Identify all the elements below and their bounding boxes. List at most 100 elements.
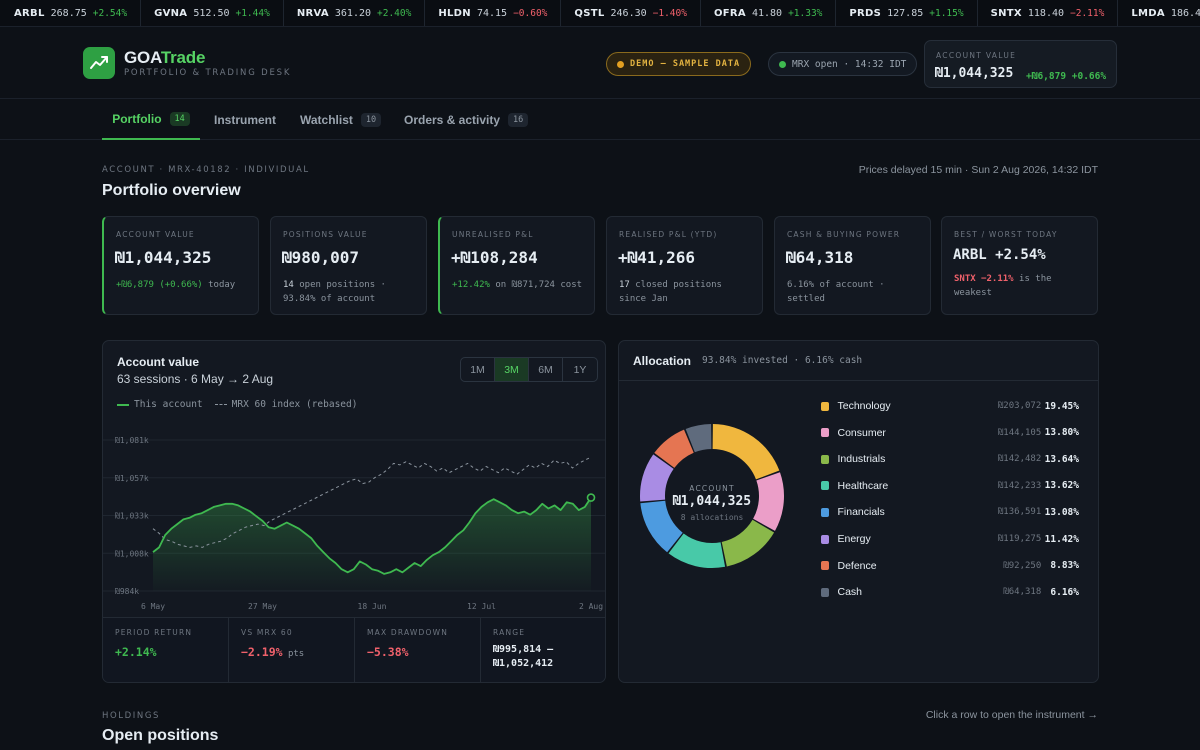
period-stats: PERIOD RETURN +2.14% VS MRX 60 −2.19% pt… (103, 617, 605, 682)
card-positions-value: POSITIONS VALUE ₪980,007 14 open positio… (270, 216, 427, 315)
allocation-title: Allocation (633, 354, 692, 368)
donut-slice-healthcare[interactable] (668, 533, 726, 568)
account-value-amount: ₪1,044,325 (935, 66, 1014, 81)
ticker-item[interactable]: QSTL 246.30 −1.40% (561, 0, 701, 26)
stat-range: RANGE ₪995,814 — ₪1,052,412 (493, 628, 554, 669)
allocation-percent: 13.62% (1044, 480, 1079, 492)
range-1m-button[interactable]: 1M (461, 358, 495, 381)
swatch-icon (821, 401, 830, 411)
legend-index: MRX 60 index (rebased) (214, 399, 357, 410)
status-dot-icon (779, 60, 786, 68)
allocation-amount: ₪119,275 (997, 534, 1042, 544)
donut-slice-industrials[interactable] (721, 519, 775, 567)
ticker-change: +1.33% (788, 7, 823, 19)
donut-slice-financials[interactable] (640, 500, 683, 553)
account-value-change: +₪6,879 +0.66% (1026, 71, 1107, 82)
allocation-name: Energy (837, 533, 871, 545)
ticker-item[interactable]: HLDN 74.15 −0.60% (425, 0, 562, 26)
y-tick-label: ₪1,008k (115, 549, 149, 558)
tab-portfolio[interactable]: Portfolio 14 (102, 99, 200, 140)
tab-count-badge: 14 (169, 111, 190, 126)
y-tick-label: ₪1,057k (115, 474, 149, 483)
allocation-amount: ₪142,233 (997, 480, 1042, 491)
donut-slice-consumer[interactable] (753, 472, 784, 531)
allocation-amount: ₪136,591 (997, 507, 1042, 518)
ticker-symbol: HLDN (438, 7, 471, 19)
ticker-item[interactable]: OFRA 41.80 +1.33% (701, 0, 837, 26)
ticker-symbol: ARBL (14, 7, 45, 19)
y-tick-label: ₪1,033k (115, 512, 149, 521)
card-account-value: ACCOUNT VALUE ₪1,044,325 +₪6,879 (+0.66%… (102, 216, 259, 315)
ticker-item[interactable]: NRVA 361.20 +2.40% (284, 0, 426, 26)
allocation-row[interactable]: Cash ₪64,318 6.16% (821, 583, 1079, 601)
holdings-title: Open positions (102, 727, 219, 744)
account-value-panel: Account value 63 sessions · 6 May → 2 Au… (102, 340, 606, 683)
swatch-icon (821, 454, 830, 464)
donut-slice-energy[interactable] (640, 454, 674, 502)
ticker-change: +1.15% (929, 7, 964, 19)
ticker-item[interactable]: ARBL 268.75 +2.54% (0, 0, 142, 26)
tab-count-badge: 16 (508, 112, 529, 127)
allocation-percent: 8.83% (1050, 560, 1079, 572)
ticker-price: 74.15 (476, 7, 508, 19)
ticker-change: −2.11% (1070, 7, 1105, 19)
x-tick-label: 12 Jul (467, 602, 496, 611)
index-series-line (152, 456, 592, 548)
tab-orders-activity[interactable]: Orders & activity 16 (404, 99, 529, 140)
x-tick-label: 2 Aug (579, 602, 603, 611)
tab-watchlist[interactable]: Watchlist 10 (300, 99, 382, 140)
ticker-price: 118.40 (1027, 7, 1065, 19)
allocation-percent: 19.45% (1044, 400, 1079, 412)
allocation-name: Consumer (837, 426, 886, 439)
allocation-row[interactable]: Consumer ₪144,105 13.80% (821, 424, 1079, 442)
chart-legend: This account MRX 60 index (rebased) (117, 399, 357, 410)
allocation-amount: ₪64,318 (1003, 587, 1042, 598)
account-series-line (152, 497, 592, 575)
demo-badge: DEMO — SAMPLE DATA (606, 52, 752, 76)
last-point-marker (586, 493, 596, 502)
range-6m-button[interactable]: 6M (529, 358, 563, 381)
donut-slice-defence[interactable] (654, 429, 694, 468)
allocation-row[interactable]: Financials ₪136,591 13.08% (821, 503, 1079, 521)
allocation-row[interactable]: Industrials ₪142,482 13.64% (821, 450, 1079, 468)
ticker-item[interactable]: LMDA 186.40 (1118, 0, 1200, 26)
ticker-symbol: NRVA (296, 7, 329, 19)
allocation-row[interactable]: Defence ₪92,250 8.83% (821, 557, 1079, 575)
swatch-icon (821, 507, 830, 517)
allocation-row[interactable]: Technology ₪203,072 19.45% (821, 397, 1079, 415)
allocation-row[interactable]: Healthcare ₪142,233 13.62% (821, 477, 1079, 495)
brand-name: GOATrade (124, 48, 206, 67)
app-logo[interactable] (83, 47, 115, 79)
main-tabs: Portfolio 14 Instrument Watchlist 10 Order… (0, 99, 1200, 140)
allocation-percent: 13.08% (1044, 506, 1079, 518)
stat-period-return: PERIOD RETURN +2.14% (103, 618, 229, 682)
market-status-pill: MRX open · 14:32 IDT (768, 52, 918, 76)
range-1y-button[interactable]: 1Y (573, 363, 587, 376)
ticker-item[interactable]: PRDS 127.85 +1.15% (836, 0, 978, 26)
swatch-icon (821, 481, 830, 491)
tab-instrument[interactable]: Instrument (214, 112, 277, 127)
allocation-name: Cash (837, 586, 862, 599)
allocation-donut-chart (640, 424, 784, 568)
ticker-item[interactable]: GVNA 512.50 +1.44% (141, 0, 284, 26)
ticker-price: 246.30 (610, 7, 647, 19)
account-value-summary[interactable]: ACCOUNT VALUE ₪1,044,325 +₪6,879 +0.66% (924, 40, 1117, 88)
ticker-change: −0.60% (513, 7, 548, 19)
card-realised-pnl: REALISED P&L (YTD) +₪41,266 17 closed po… (606, 216, 763, 315)
donut-center-value: ₪1,044,325 (672, 494, 752, 509)
allocation-header: Allocation 93.84% invested · 6.16% cash (619, 341, 1098, 381)
allocation-name: Industrials (837, 453, 886, 466)
holdings-section-label: HOLDINGS (102, 711, 161, 721)
allocation-amount: ₪144,105 (997, 427, 1042, 438)
allocation-subtitle: 93.84% invested · 6.16% cash (702, 355, 863, 366)
brand-tagline: PORTFOLIO & TRADING DESK (124, 68, 292, 78)
allocation-amount: ₪142,482 (997, 454, 1042, 465)
swatch-icon (821, 561, 830, 571)
ticker-item[interactable]: SNTX 118.40 −2.11% (978, 0, 1119, 26)
panel-title: Account value (117, 355, 200, 369)
donut-center-label: ACCOUNT (689, 484, 735, 493)
donut-slice-technology[interactable] (712, 424, 780, 480)
allocation-row[interactable]: Energy ₪119,275 11.42% (821, 530, 1079, 548)
donut-slice-cash[interactable] (685, 424, 712, 453)
range-3m-button[interactable]: 3M (495, 358, 529, 381)
